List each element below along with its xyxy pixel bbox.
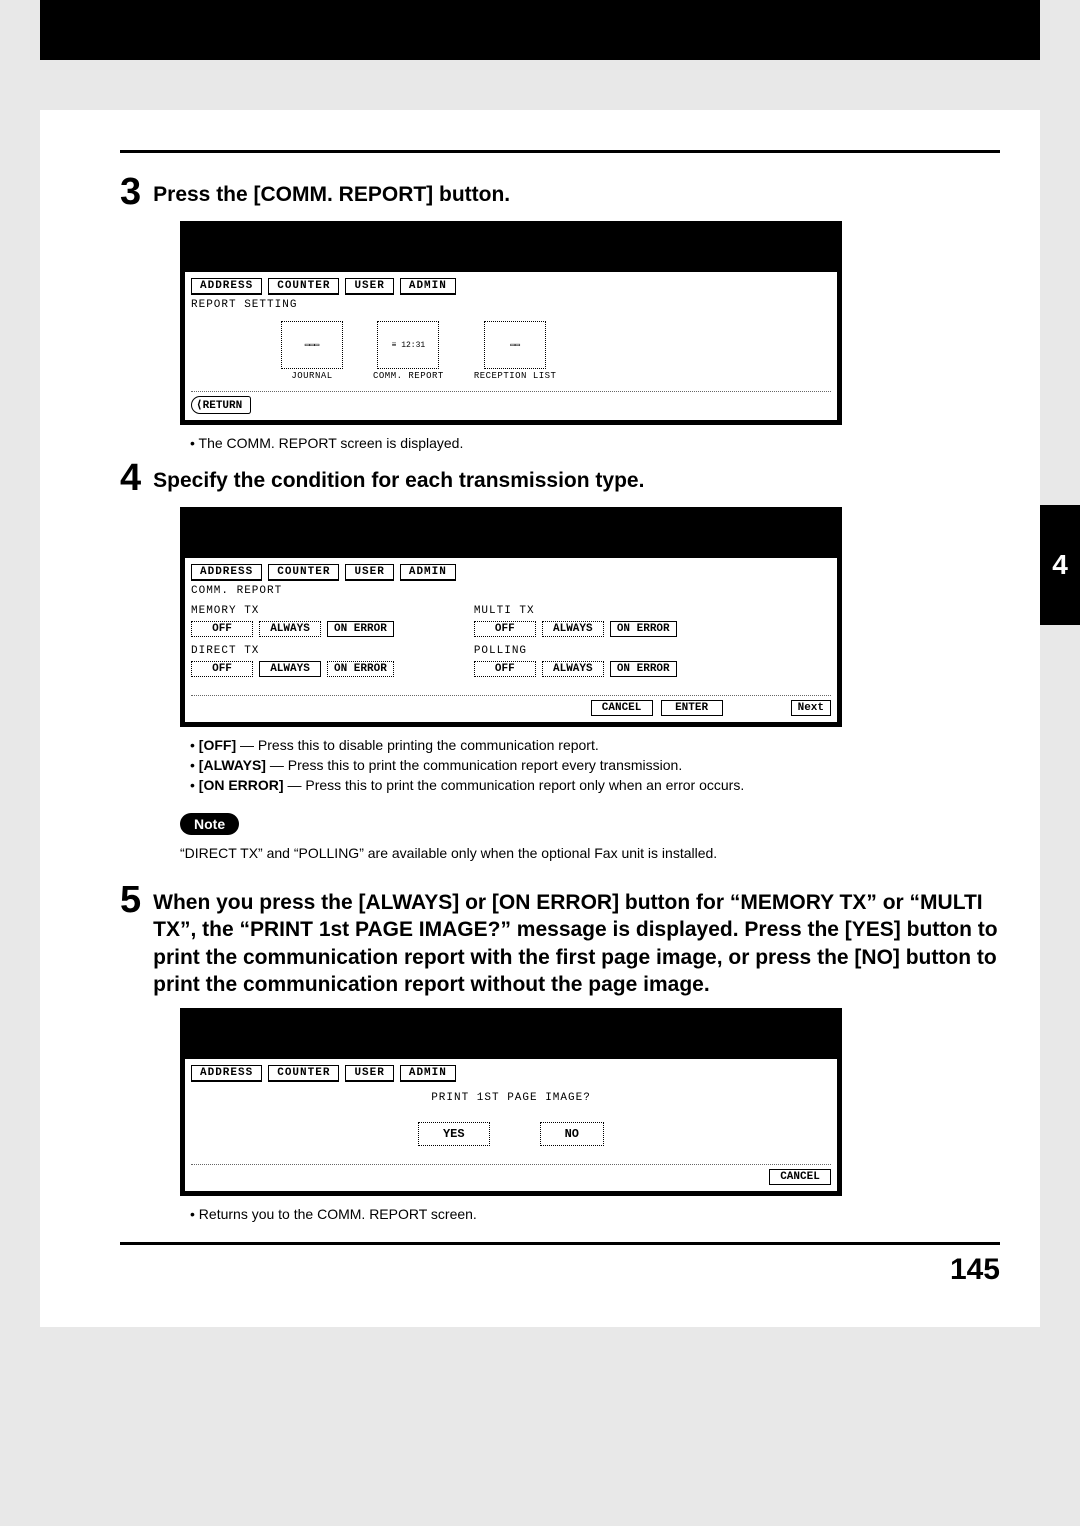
no-button[interactable]: NO: [540, 1122, 604, 1146]
direct-tx-label: DIRECT TX: [191, 645, 394, 657]
off-button[interactable]: OFF: [191, 661, 253, 677]
off-button[interactable]: OFF: [474, 621, 536, 637]
return-button[interactable]: ⟨RETURN: [191, 396, 251, 414]
on-error-button[interactable]: ON ERROR: [327, 621, 394, 637]
tab-admin[interactable]: ADMIN: [400, 1065, 456, 1082]
lcd-title: COMM. REPORT: [191, 585, 831, 597]
tab-counter[interactable]: COUNTER: [268, 278, 339, 295]
reception-list-button[interactable]: ▭▭ RECEPTION LIST: [474, 321, 557, 381]
screenshot-comm-report: ADDRESS COUNTER USER ADMIN COMM. REPORT …: [180, 507, 842, 727]
step-title: Specify the condition for each transmiss…: [153, 459, 644, 494]
cancel-button[interactable]: CANCEL: [591, 700, 653, 716]
enter-button[interactable]: ENTER: [661, 700, 723, 716]
always-button[interactable]: ALWAYS: [259, 621, 321, 637]
tab-user[interactable]: USER: [345, 1065, 393, 1082]
off-button[interactable]: OFF: [191, 621, 253, 637]
page-number: 145: [120, 1242, 1000, 1287]
top-rule: [120, 150, 1000, 153]
always-button[interactable]: ALWAYS: [259, 661, 321, 677]
comm-report-button[interactable]: ≡ 12:31 COMM. REPORT: [373, 321, 444, 381]
off-button[interactable]: OFF: [474, 661, 536, 677]
note-badge: Note: [180, 813, 239, 835]
tab-user[interactable]: USER: [345, 278, 393, 295]
screenshot-report-setting: ADDRESS COUNTER USER ADMIN REPORT SETTIN…: [180, 221, 842, 425]
always-button[interactable]: ALWAYS: [542, 661, 604, 677]
tab-user[interactable]: USER: [345, 564, 393, 581]
step-5: 5 When you press the [ALWAYS] or [ON ERR…: [120, 881, 1000, 998]
step-number: 4: [120, 459, 141, 497]
on-error-button[interactable]: ON ERROR: [610, 621, 677, 637]
on-error-button[interactable]: ON ERROR: [327, 661, 394, 677]
chapter-tab: 4: [1040, 505, 1080, 625]
tab-admin[interactable]: ADMIN: [400, 564, 456, 581]
tab-address[interactable]: ADDRESS: [191, 564, 262, 581]
memory-tx-label: MEMORY TX: [191, 605, 394, 617]
bullet-onerror: • [ON ERROR] — Press this to print the c…: [190, 777, 1000, 793]
always-button[interactable]: ALWAYS: [542, 621, 604, 637]
tab-counter[interactable]: COUNTER: [268, 1065, 339, 1082]
yes-button[interactable]: YES: [418, 1122, 490, 1146]
step-number: 3: [120, 173, 141, 211]
on-error-button[interactable]: ON ERROR: [610, 661, 677, 677]
screenshot-print-page: ADDRESS COUNTER USER ADMIN PRINT 1ST PAG…: [180, 1008, 842, 1196]
prompt-message: PRINT 1ST PAGE IMAGE?: [191, 1092, 831, 1104]
tab-address[interactable]: ADDRESS: [191, 1065, 262, 1082]
polling-label: POLLING: [474, 645, 677, 657]
step-3: 3 Press the [COMM. REPORT] button.: [120, 173, 1000, 211]
next-button[interactable]: Next: [791, 700, 831, 716]
header-bar: [40, 0, 1040, 60]
multi-tx-label: MULTI TX: [474, 605, 677, 617]
tab-admin[interactable]: ADMIN: [400, 278, 456, 295]
journal-button[interactable]: ▭▭▭ JOURNAL: [281, 321, 343, 381]
lcd-title: REPORT SETTING: [191, 299, 831, 311]
step-4: 4 Specify the condition for each transmi…: [120, 459, 1000, 497]
bullet-off: • [OFF] — Press this to disable printing…: [190, 737, 1000, 753]
step-title: Press the [COMM. REPORT] button.: [153, 173, 510, 208]
page-container: 4 3 Press the [COMM. REPORT] button. ADD…: [40, 110, 1040, 1327]
step3-caption: • The COMM. REPORT screen is displayed.: [190, 435, 1000, 451]
cancel-button[interactable]: CANCEL: [769, 1169, 831, 1185]
step-title: When you press the [ALWAYS] or [ON ERROR…: [153, 881, 1000, 998]
step5-caption: • Returns you to the COMM. REPORT screen…: [190, 1206, 1000, 1222]
tab-counter[interactable]: COUNTER: [268, 564, 339, 581]
step-number: 5: [120, 881, 141, 919]
tab-address[interactable]: ADDRESS: [191, 278, 262, 295]
bullet-always: • [ALWAYS] — Press this to print the com…: [190, 757, 1000, 773]
note-text: “DIRECT TX” and “POLLING” are available …: [180, 845, 1000, 861]
